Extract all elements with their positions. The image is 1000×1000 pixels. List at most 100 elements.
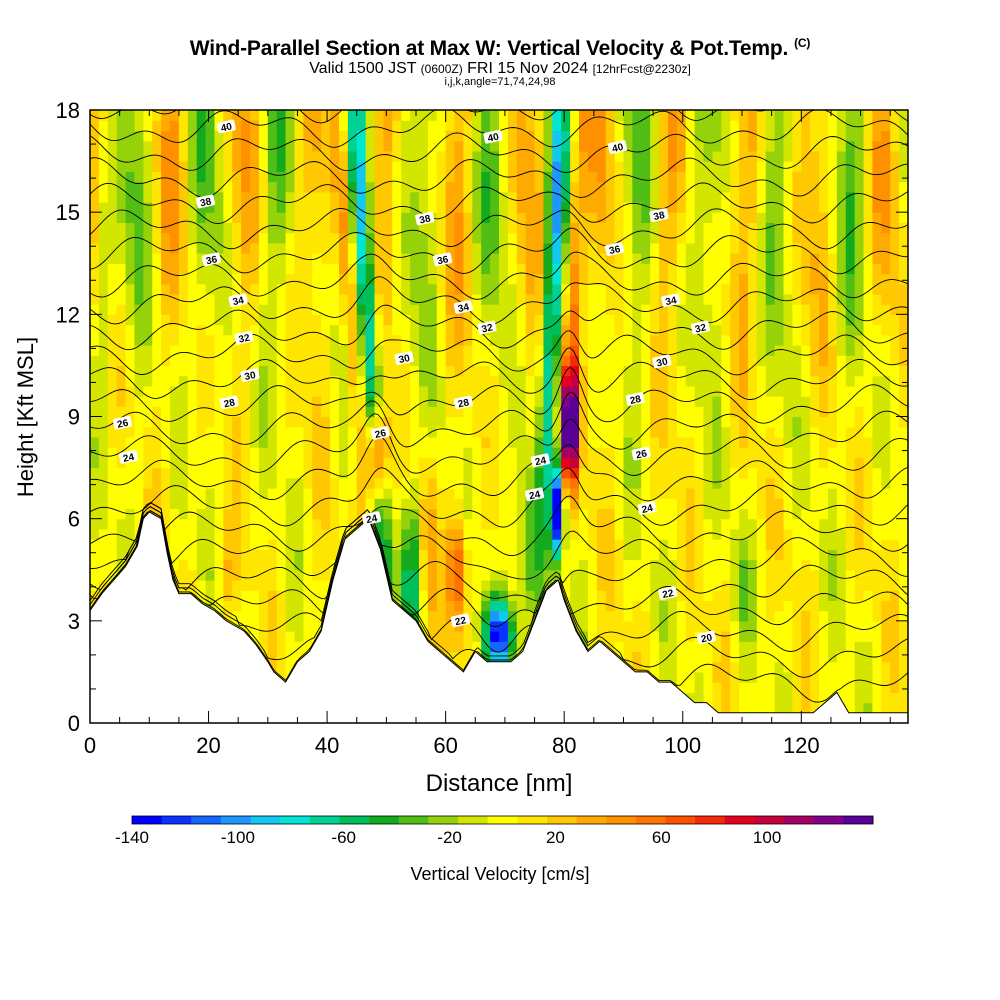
field-cell [134,222,144,234]
field-cell [258,201,269,213]
field-cell [472,620,482,632]
field-cell [232,508,242,520]
field-cell [783,171,794,183]
field-cell [214,488,224,499]
field-cell [774,212,785,223]
field-cell [125,426,136,438]
field-cell [223,273,233,285]
field-cell [543,416,553,428]
field-cell [436,467,447,479]
field-cell [401,590,411,601]
field-cell [561,457,571,469]
field-cell [721,171,731,183]
field-cell [241,355,251,367]
field-cell [161,263,171,275]
field-cell [516,242,527,254]
field-cell [721,610,731,622]
field-cell [596,528,607,540]
field-cell [552,406,562,418]
field-cell [792,283,802,295]
field-cell [570,283,580,295]
field-cell [356,396,367,407]
field-cell [90,171,100,183]
field-cell [507,150,518,162]
field-cell [650,641,660,653]
field-cell [427,559,438,571]
field-cell [534,242,545,254]
field-cell [338,426,349,438]
field-cell [472,201,482,213]
field-cell [614,191,625,203]
field-cell [552,365,562,377]
field-cell [650,293,660,305]
field-cell [418,283,429,295]
field-cell [783,518,794,530]
field-cell [276,314,287,326]
field-cell [525,457,536,469]
field-cell [587,140,598,152]
field-cell [641,518,651,530]
field-cell [285,579,296,591]
field-cell [810,569,820,581]
field-cell [356,365,367,377]
field-cell [223,498,233,510]
field-cell [507,242,518,254]
field-cell [134,314,144,326]
field-cell [774,569,785,581]
field-cell [418,161,429,172]
field-cell [801,651,811,663]
field-cell [125,344,136,356]
field-cell [650,396,660,407]
field-cell [98,140,109,152]
field-cell [694,171,705,183]
field-cell [667,110,678,121]
field-cell [196,447,207,458]
field-cell [276,181,287,193]
field-cell [783,130,794,142]
field-cell [632,293,642,305]
field-cell [303,232,313,244]
field-cell [152,222,162,234]
field-cell [739,426,749,438]
field-cell [214,436,224,448]
field-cell [721,620,731,632]
field-cell [436,477,447,489]
field-cell [170,508,180,520]
chart-params: i,j,k,angle=71,74,24,98 [444,76,556,88]
field-cell [712,436,722,448]
field-cell [170,222,180,234]
field-cell [454,222,465,234]
field-cell [418,273,429,285]
field-cell [365,263,376,275]
field-cell [98,253,109,264]
field-cell [579,477,589,489]
field-cell [614,406,625,418]
field-cell [161,253,171,264]
field-cell [721,140,731,152]
field-cell [552,426,562,438]
field-cell [347,416,358,428]
field-cell [819,283,829,295]
field-cell [810,201,820,213]
field-cell [356,212,367,223]
field-cell [730,365,740,377]
field-cell [641,396,651,407]
field-cell [303,293,313,305]
field-cell [134,201,144,213]
field-cell [587,212,598,223]
field-cell [472,539,482,550]
field-cell [801,396,811,407]
field-cell [232,590,242,601]
field-cell [676,559,687,571]
field-cell [454,651,465,663]
field-cell [285,498,296,510]
field-cell [641,283,651,295]
field-cell [285,130,296,142]
field-cell [392,518,402,530]
field-cell [445,324,456,336]
field-cell [223,344,233,356]
field-cell [356,242,367,254]
field-cell [463,344,473,356]
field-cell [312,150,322,162]
field-cell [214,600,224,612]
